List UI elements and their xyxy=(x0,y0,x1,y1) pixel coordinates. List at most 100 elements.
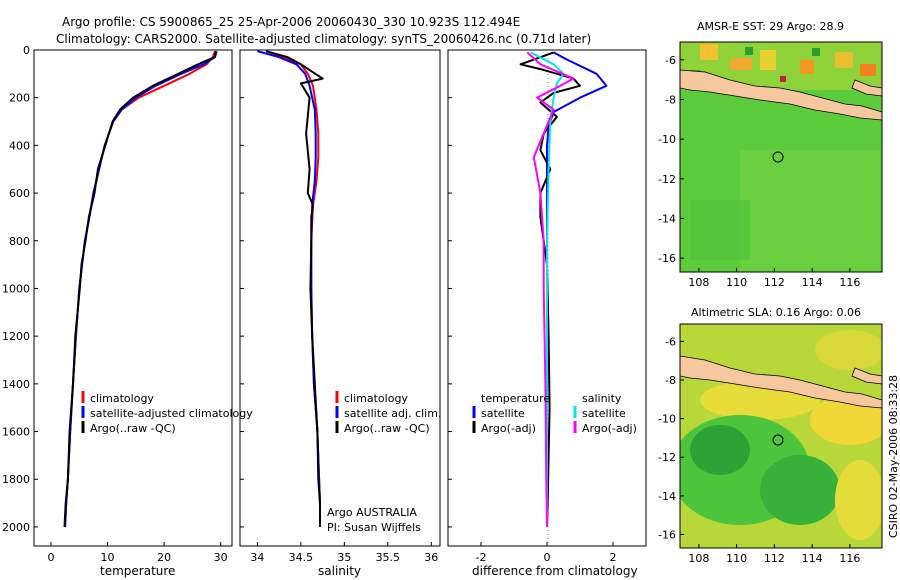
series-line-salinity-satellite xyxy=(530,51,565,527)
sla-map-axes xyxy=(679,323,883,549)
figure-subtitle: Climatology: CARS2000. Satellite-adjuste… xyxy=(56,32,591,46)
ytick-label: 1600 xyxy=(2,426,30,439)
argo-float-marker xyxy=(772,151,784,163)
ytick-label: 2000 xyxy=(2,521,30,534)
xtick-label: 0 xyxy=(544,551,551,564)
sla-map-panel: Altimetric SLA: 0.16 Argo: 0.06 108 110 11… xyxy=(658,306,883,565)
figure-title: Argo profile: CS 5900865_25 25-Apr-2006 … xyxy=(62,15,520,29)
series-line-salinity-argo-adj- xyxy=(526,51,575,527)
map-ytick-label: -16 xyxy=(658,528,676,541)
legend-label-climatology: climatology xyxy=(344,392,408,405)
series-line-temperature-argo-adj- xyxy=(519,51,581,527)
ytick-label: 1200 xyxy=(2,330,30,343)
map-ytick-label: -12 xyxy=(658,451,676,464)
map-ytick-label: -6 xyxy=(665,335,676,348)
temperature-axes xyxy=(33,49,233,547)
temperature-panel: 0 200 400 600 800 1000 1200 1400 1600 1800 2000 0 1… xyxy=(2,44,452,578)
salinity-legend: climatology satellite adj. clim. Argo(..… xyxy=(335,391,441,435)
temperature-xticks: 0 10 20 30 xyxy=(47,542,228,564)
sla-map-ticks: 108 110 112 114 116 -6 -8 -10 -12 -14 -16 xyxy=(658,335,860,565)
xtick-label: 34.5 xyxy=(289,551,314,564)
series-line-temperature-satellite xyxy=(546,51,608,527)
map-ytick-label: -8 xyxy=(665,94,676,107)
legend-group-salinity: salinity xyxy=(582,392,622,405)
ytick-label: 600 xyxy=(9,187,30,200)
map-xtick-label: 112 xyxy=(764,276,785,289)
map-xtick-label: 112 xyxy=(764,552,785,565)
temperature-legend: climatology satellite-adjusted climatolo… xyxy=(81,391,253,435)
legend-label-argo: Argo(..raw -QC) xyxy=(90,422,176,435)
difference-lines xyxy=(519,51,608,527)
legend-label-sal-argo: Argo(-adj) xyxy=(582,422,637,435)
map-ytick-label: -14 xyxy=(658,212,676,225)
map-xtick-label: 110 xyxy=(726,276,747,289)
java-coastline xyxy=(680,69,882,121)
legend-label-satellite: satellite-adjusted climatology xyxy=(90,407,253,420)
argo-float-marker xyxy=(772,434,784,446)
map-xtick-label: 114 xyxy=(802,276,823,289)
ytick-label: 1400 xyxy=(2,378,30,391)
sst-map-panel: AMSR-E SST: 29 Argo: 28.9 108 110 112 114 11… xyxy=(658,20,883,289)
difference-legend: temperature satellite Argo(-adj) salinit… xyxy=(472,392,637,435)
map-xtick-label: 116 xyxy=(839,552,860,565)
salinity-xlabel: salinity xyxy=(318,564,361,578)
java-coastline xyxy=(680,355,882,409)
legend-label-argo: Argo(..raw -QC) xyxy=(344,422,430,435)
map-ytick-label: -6 xyxy=(665,54,676,67)
watermark: CSIRO 02-May-2006 08:33:28 xyxy=(887,375,900,538)
annotation-program: Argo AUSTRALIA xyxy=(327,506,417,519)
salinity-panel: 34 34.5 35 35.5 36 salinity climatology sate… xyxy=(239,49,441,578)
map-xtick-label: 108 xyxy=(688,552,709,565)
salinity-xticks: 34 34.5 35 35.5 36 xyxy=(250,542,438,564)
xtick-label: 34 xyxy=(250,551,264,564)
legend-label-sal-satellite: satellite xyxy=(582,407,626,420)
ytick-label: 1800 xyxy=(2,473,30,486)
sst-map-ticks: 108 110 112 114 116 -6 -8 -10 -12 -14 -16 xyxy=(658,54,860,289)
map-xtick-label: 108 xyxy=(688,276,709,289)
annotation-pi: PI: Susan Wijffels xyxy=(327,521,421,534)
ytick-label: 1000 xyxy=(2,282,30,295)
legend-label-temp-argo: Argo(-adj) xyxy=(481,422,536,435)
map-xtick-label: 110 xyxy=(726,552,747,565)
map-ytick-label: -16 xyxy=(658,252,676,265)
xtick-label: 0 xyxy=(47,551,54,564)
series-line-argo-raw-qc- xyxy=(265,50,324,527)
map-ytick-label: -12 xyxy=(658,173,676,186)
difference-xticks: -2 0 2 xyxy=(476,542,617,564)
map-ytick-label: -10 xyxy=(658,133,676,146)
map-ytick-label: -14 xyxy=(658,490,676,503)
salinity-axes xyxy=(239,49,441,547)
temperature-xlabel: temperature xyxy=(100,564,175,578)
series-line-climatology xyxy=(64,50,216,527)
series-line-satellite-adjusted-climatology xyxy=(64,50,218,527)
legend-label-climatology: climatology xyxy=(90,392,154,405)
xtick-label: 30 xyxy=(214,551,228,564)
xtick-label: 35.5 xyxy=(376,551,401,564)
ytick-label: 400 xyxy=(9,139,30,152)
series-line-argo-raw-qc- xyxy=(63,50,218,527)
temperature-lines xyxy=(63,50,218,527)
sla-map-field xyxy=(680,324,882,548)
xtick-label: 2 xyxy=(610,551,617,564)
legend-label-satellite: satellite adj. clim. xyxy=(344,407,441,420)
map-ytick-label: -10 xyxy=(658,413,676,426)
xtick-label: 20 xyxy=(157,551,171,564)
legend-label-temp-satellite: satellite xyxy=(481,407,525,420)
sst-map-axes xyxy=(679,41,883,273)
ytick-label: 0 xyxy=(23,44,30,57)
ytick-label: 200 xyxy=(9,92,30,105)
sst-map-title: AMSR-E SST: 29 Argo: 28.9 xyxy=(697,20,844,33)
map-xtick-label: 114 xyxy=(802,552,823,565)
xtick-label: 36 xyxy=(424,551,438,564)
legend-group-temperature: temperature xyxy=(481,392,550,405)
map-xtick-label: 116 xyxy=(839,276,860,289)
difference-xlabel: difference from climatology xyxy=(472,564,638,578)
difference-panel: -2 0 2 difference from climatology tempera… xyxy=(447,49,647,578)
sst-map-field xyxy=(680,42,882,272)
map-ytick-label: -8 xyxy=(665,374,676,387)
ytick-label: 800 xyxy=(9,235,30,248)
salinity-lines xyxy=(257,50,324,527)
depth-ticks: 0 200 400 600 800 1000 1200 1400 1600 1800 2000 xyxy=(2,44,452,534)
xtick-label: -2 xyxy=(476,551,487,564)
